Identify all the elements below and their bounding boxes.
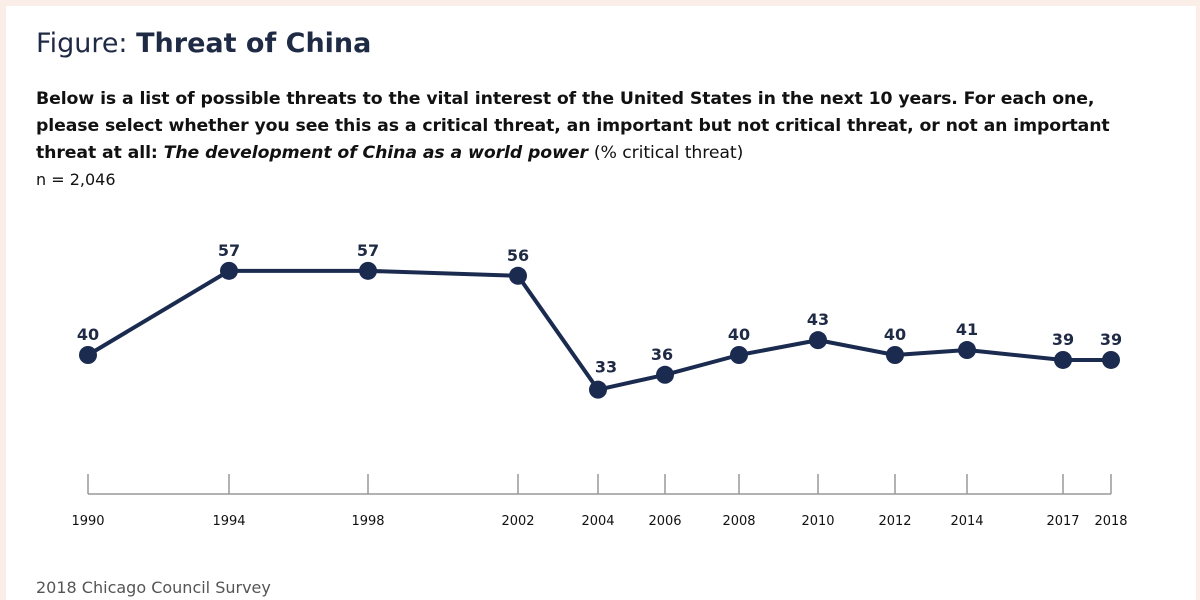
question-italic: The development of China as a world powe… <box>163 143 588 163</box>
data-point-2012 <box>886 346 904 364</box>
x-tick-label-1994: 1994 <box>212 514 245 529</box>
question-body: Below is a list of possible threats to t… <box>36 89 1110 163</box>
data-point-2017 <box>1054 350 1072 369</box>
question-suffix: (% critical threat) <box>593 143 744 163</box>
figure-panel <box>6 6 1196 600</box>
data-point-1998 <box>359 261 377 280</box>
x-tick-label-2012: 2012 <box>878 514 911 529</box>
x-tick-label-2006: 2006 <box>648 514 681 529</box>
data-point-2014 <box>958 341 976 360</box>
x-tick-label-2010: 2010 <box>801 514 834 529</box>
x-tick-label-2004: 2004 <box>581 514 614 529</box>
x-tick-label-2017: 2017 <box>1046 514 1079 529</box>
x-tick-label-1990: 1990 <box>71 514 104 529</box>
sample-size: n = 2,046 <box>36 170 116 189</box>
data-label-2002: 56 <box>507 246 529 265</box>
x-tick-label-2002: 2002 <box>501 514 534 529</box>
data-label-2018: 39 <box>1100 330 1122 349</box>
data-label-1990: 40 <box>77 325 99 344</box>
data-point-2010 <box>809 331 827 350</box>
x-axis-tick-labels: 1990 1994 1998 2002 2004 2006 2008 2010 2012 2014… <box>71 514 1127 529</box>
x-tick-label-2008: 2008 <box>722 514 755 529</box>
question-text: Below is a list of possible threats to t… <box>36 86 1146 167</box>
data-point-2002 <box>509 266 527 285</box>
x-tick-label-2014: 2014 <box>950 514 983 529</box>
data-point-1994 <box>220 261 238 280</box>
data-point-1990 <box>79 346 97 364</box>
data-point-2004 <box>589 380 607 399</box>
figure-title: Figure: Threat of China <box>36 28 371 59</box>
figure-prefix: Figure: <box>36 28 128 59</box>
data-points <box>79 261 1120 399</box>
data-label-2010: 43 <box>807 310 829 329</box>
data-label-2017: 39 <box>1052 330 1074 349</box>
source-note: 2018 Chicago Council Survey <box>36 578 271 597</box>
data-labels: 40 57 57 56 33 36 40 43 40 41 39 39 <box>77 241 1122 377</box>
data-label-1998: 57 <box>357 241 379 260</box>
x-tick-label-1998: 1998 <box>351 514 384 529</box>
x-tick-label-2018: 2018 <box>1094 514 1127 529</box>
data-point-2006 <box>656 365 674 384</box>
x-axis-ticks <box>87 474 1112 494</box>
figure-title-text: Threat of China <box>136 28 372 59</box>
data-label-1994: 57 <box>218 241 240 260</box>
data-label-2012: 40 <box>884 325 906 344</box>
data-point-2008 <box>730 346 748 364</box>
data-point-2018 <box>1102 350 1120 369</box>
data-label-2014: 41 <box>956 320 978 339</box>
data-label-2008: 40 <box>728 325 750 344</box>
data-label-2006: 36 <box>651 345 673 364</box>
series-line <box>86 268 1111 392</box>
data-label-2004: 33 <box>595 358 617 377</box>
